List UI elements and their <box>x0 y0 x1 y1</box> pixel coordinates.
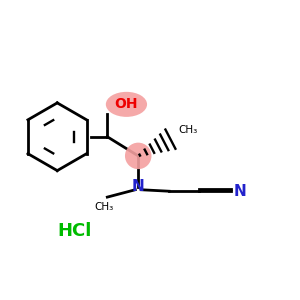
Text: HCl: HCl <box>58 222 92 240</box>
Ellipse shape <box>125 142 152 169</box>
Text: N: N <box>132 179 145 194</box>
Ellipse shape <box>106 92 147 117</box>
Text: CH₃: CH₃ <box>95 202 114 212</box>
Text: CH₃: CH₃ <box>178 125 197 135</box>
Text: OH: OH <box>115 98 138 111</box>
Text: N: N <box>234 184 247 199</box>
